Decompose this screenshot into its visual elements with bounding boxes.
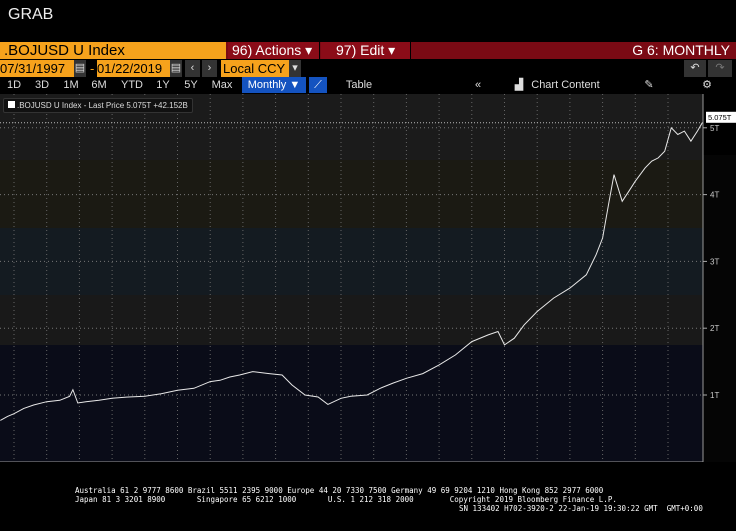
y-tick-label: 2T bbox=[710, 324, 719, 333]
period-5y[interactable]: 5Y bbox=[184, 79, 198, 91]
period-3d[interactable]: 3D bbox=[34, 79, 50, 91]
actions-menu[interactable]: 96) Actions ▾ bbox=[228, 42, 320, 59]
line-chart-icon[interactable]: ⟋ bbox=[309, 77, 327, 93]
period-max[interactable]: Max bbox=[211, 79, 233, 91]
background-band bbox=[0, 228, 703, 295]
page-title: G 6: MONTHLY bbox=[632, 42, 730, 58]
calendar-icon[interactable]: ▤ bbox=[170, 60, 182, 77]
period-1y[interactable]: 1Y bbox=[156, 79, 170, 91]
calendar-icon[interactable]: ▤ bbox=[74, 60, 86, 77]
footer-line2: Japan 81 3 3201 8900 Singapore 65 6212 1… bbox=[75, 495, 617, 504]
price-line bbox=[0, 122, 703, 421]
frequency-select[interactable]: Monthly ▼ bbox=[242, 77, 306, 93]
settings-gear-icon[interactable]: ⚙ bbox=[702, 79, 712, 91]
redo-icon[interactable]: ↷ bbox=[708, 60, 732, 77]
y-tick-label: 1T bbox=[710, 391, 719, 400]
edit-annotation-icon[interactable]: ✎ bbox=[644, 79, 654, 91]
prev-icon[interactable]: ‹ bbox=[185, 60, 200, 77]
legend-text: .BOJUSD U Index - Last Price 5.075T +42.… bbox=[17, 101, 188, 110]
background-band bbox=[0, 345, 703, 462]
y-tick-label: 3T bbox=[710, 257, 719, 266]
period-1m[interactable]: 1M bbox=[63, 79, 79, 91]
security-field[interactable]: .BOJUSD U Index bbox=[0, 42, 226, 59]
y-tick-label: 5T bbox=[710, 124, 719, 133]
chart-content-button[interactable]: Chart Content bbox=[531, 79, 600, 91]
period-1d[interactable]: 1D bbox=[6, 79, 22, 91]
collapse-icon[interactable]: « bbox=[474, 79, 482, 91]
table-button[interactable]: Table bbox=[345, 79, 373, 91]
last-price-label: 5.075T bbox=[708, 113, 732, 122]
footer: Australia 61 2 9777 8600 Brazil 5511 239… bbox=[0, 486, 736, 513]
next-icon[interactable]: › bbox=[202, 60, 217, 77]
price-chart[interactable]: 1T2T3T4T5T199819992000200120022003200420… bbox=[0, 94, 736, 462]
currency-select[interactable]: Local CCY bbox=[221, 60, 289, 77]
edit-menu[interactable]: 97) Edit ▾ bbox=[321, 42, 411, 59]
legend-swatch bbox=[8, 101, 15, 108]
background-band bbox=[0, 160, 703, 228]
period-6m[interactable]: 6M bbox=[91, 79, 107, 91]
footer-line1: Australia 61 2 9777 8600 Brazil 5511 239… bbox=[75, 486, 604, 495]
background-band bbox=[0, 295, 703, 345]
footer-line3: SN 133402 H702-3920-2 22-Jan-19 19:30:22… bbox=[459, 504, 703, 513]
y-axis-panel bbox=[703, 155, 736, 462]
chart-legend[interactable]: .BOJUSD U Index - Last Price 5.075T +42.… bbox=[3, 98, 193, 113]
start-date-input[interactable]: 07/31/1997 bbox=[0, 60, 74, 77]
period-toolbar: 1D 3D 1M 6M YTD 1Y 5Y Max Monthly ▼ ⟋ Ta… bbox=[0, 77, 736, 94]
y-tick-label: 4T bbox=[710, 191, 719, 200]
chevron-down-icon[interactable]: ▾ bbox=[289, 60, 301, 77]
undo-icon[interactable]: ↶ bbox=[684, 60, 706, 77]
window-title: GRAB bbox=[8, 6, 54, 23]
range-dash: - bbox=[90, 61, 95, 76]
period-ytd[interactable]: YTD bbox=[121, 79, 143, 91]
last-price-tag bbox=[706, 111, 736, 123]
end-date-input[interactable]: 01/22/2019 bbox=[97, 60, 170, 77]
chart-content-icon: ▟ bbox=[514, 79, 524, 91]
